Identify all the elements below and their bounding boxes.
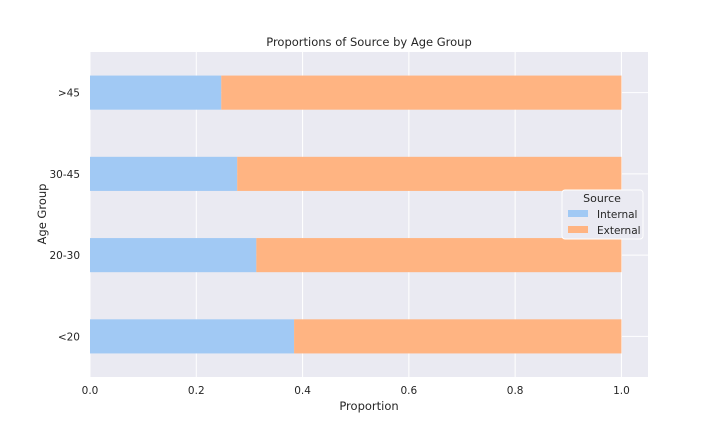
x-tick-label: 0.8: [507, 385, 524, 397]
x-axis-title: Proportion: [339, 399, 398, 413]
y-tick-labels: <20 20-30 30-45 >45: [49, 88, 80, 344]
bar-external->45: [221, 75, 622, 110]
bar-external-20-30: [256, 238, 622, 273]
bar-internal-20-30: [90, 238, 257, 273]
legend-swatch-external: [568, 226, 588, 233]
y-tick-label: 20-30: [49, 250, 80, 262]
bar-external-<20: [294, 319, 622, 354]
y-axis-title: Age Group: [35, 184, 49, 245]
legend-title: Source: [583, 192, 621, 205]
x-tick-label: 0.0: [82, 385, 99, 397]
y-tick-label: >45: [58, 88, 80, 100]
x-tick-labels: 0.0 0.2 0.4 0.6 0.8 1.0: [82, 385, 630, 397]
bar-internal->45: [90, 75, 222, 110]
x-tick-label: 1.0: [613, 385, 630, 397]
bar-internal-<20: [90, 319, 295, 354]
legend-label-external: External: [597, 225, 641, 237]
x-tick-label: 0.4: [294, 385, 311, 397]
legend-swatch-internal: [568, 210, 588, 217]
y-tick-label: <20: [58, 331, 80, 343]
legend-label-internal: Internal: [597, 209, 637, 221]
y-tick-label: 30-45: [49, 169, 80, 181]
bars: [90, 75, 622, 354]
bar-internal-30-45: [90, 156, 238, 191]
chart-title: Proportions of Source by Age Group: [266, 35, 472, 49]
x-tick-label: 0.2: [188, 385, 205, 397]
legend: Source Internal External: [561, 189, 644, 240]
x-tick-label: 0.6: [401, 385, 418, 397]
bar-external-30-45: [237, 156, 622, 191]
